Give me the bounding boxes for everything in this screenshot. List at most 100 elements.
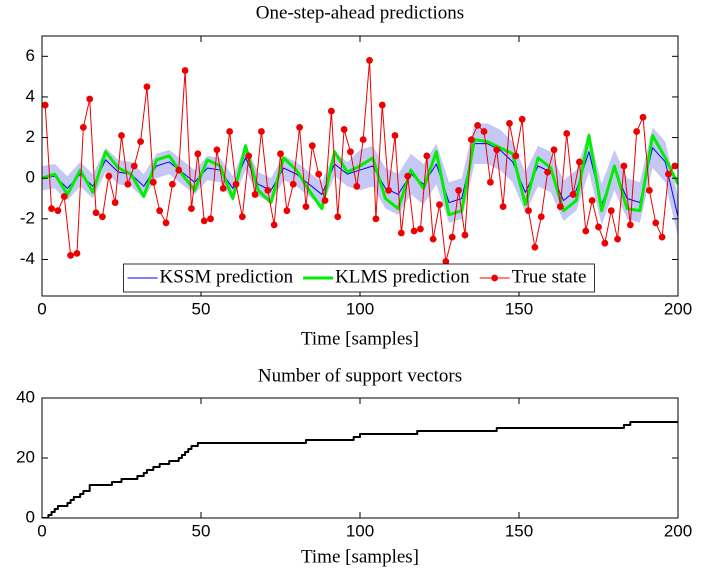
chart-title: Number of support vectors: [258, 365, 462, 386]
data-point: [258, 128, 265, 135]
chart-title: One-step-ahead predictions: [256, 2, 464, 23]
data-point: [576, 158, 583, 166]
data-point: [626, 221, 634, 229]
data-point: [537, 213, 545, 221]
data-point: [105, 172, 113, 180]
data-point: [658, 233, 666, 241]
legend-label: KLMS prediction: [335, 266, 470, 287]
data-point: [652, 219, 660, 227]
data-point: [277, 150, 284, 158]
data-point: [79, 124, 87, 131]
data-point: [455, 186, 462, 194]
data-point: [671, 162, 678, 170]
data-point: [347, 148, 354, 156]
data-point: [270, 221, 278, 229]
data-point: [639, 113, 647, 121]
legend-label: True state: [512, 266, 587, 287]
data-point: [550, 146, 558, 154]
data-point: [665, 170, 672, 178]
data-point: [512, 152, 520, 160]
data-point: [168, 180, 176, 188]
data-point: [518, 115, 526, 123]
data-point: [54, 207, 62, 215]
x-axis-label: Time [samples]: [301, 328, 419, 349]
data-point: [321, 197, 329, 204]
data-point: [391, 132, 399, 139]
data-point: [143, 83, 151, 91]
series-line: [44, 59, 676, 262]
data-point: [385, 186, 393, 194]
data-point: [614, 235, 621, 243]
confidence-band: [42, 123, 678, 238]
x-tick-label: 100: [346, 299, 374, 318]
x-tick-label: 50: [192, 521, 211, 540]
data-point: [296, 124, 303, 131]
data-point: [359, 136, 367, 143]
data-point: [569, 191, 577, 198]
data-point: [429, 235, 437, 243]
data-point: [423, 152, 431, 160]
data-point: [436, 201, 443, 208]
data-point: [111, 199, 119, 206]
data-point: [461, 231, 469, 239]
data-point: [340, 126, 348, 133]
y-tick-label: 6: [26, 46, 35, 65]
data-point: [60, 193, 68, 200]
data-point: [493, 146, 501, 154]
data-point: [86, 95, 94, 103]
data-point: [124, 180, 132, 188]
data-point: [118, 132, 125, 139]
x-tick-label: 150: [505, 521, 533, 540]
legend-label: KSSM prediction: [160, 266, 294, 287]
data-point: [633, 128, 641, 135]
data-point: [130, 162, 138, 170]
x-tick-label: 200: [664, 521, 692, 540]
data-point: [582, 227, 590, 235]
y-tick-label: 0: [26, 507, 35, 526]
y-tick-label: -4: [20, 249, 35, 268]
data-point: [334, 213, 342, 221]
data-point: [226, 128, 234, 135]
data-point: [308, 142, 316, 150]
data-point: [188, 205, 195, 213]
data-point: [620, 162, 628, 170]
y-tick-label: 2: [26, 127, 35, 146]
data-point: [92, 209, 100, 217]
data-point: [448, 233, 456, 241]
data-point: [474, 121, 482, 129]
series-line: [42, 421, 678, 518]
data-point: [563, 130, 571, 137]
data-point: [556, 203, 564, 211]
data-point: [99, 213, 106, 221]
x-tick-label: 100: [346, 521, 374, 540]
data-point: [156, 207, 164, 215]
legend-item: KSSM prediction: [127, 266, 294, 287]
plot-area: [42, 56, 678, 265]
data-point: [601, 239, 609, 247]
x-tick-label: 50: [192, 299, 211, 318]
x-tick-label: 0: [37, 521, 46, 540]
data-point: [486, 178, 494, 186]
data-point: [245, 152, 253, 160]
x-axis-label: Time [samples]: [301, 546, 419, 567]
data-point: [181, 67, 189, 74]
data-point: [42, 101, 49, 109]
data-point: [588, 197, 596, 204]
data-point: [499, 203, 507, 211]
data-point: [404, 172, 412, 180]
data-point: [366, 56, 373, 64]
data-point: [73, 249, 81, 257]
legend-item: KLMS prediction: [303, 266, 470, 287]
subplot: One-step-ahead predictions Time [samples]…: [20, 2, 692, 349]
data-point: [200, 217, 208, 225]
data-point: [264, 186, 272, 194]
data-point: [219, 184, 227, 192]
data-point: [417, 225, 424, 233]
data-point: [525, 207, 532, 215]
data-point: [645, 186, 653, 194]
data-point: [137, 138, 144, 146]
data-point: [162, 219, 170, 227]
subplot: Number of support vectors Time [samples] 0…: [16, 365, 692, 567]
data-point: [175, 166, 183, 174]
